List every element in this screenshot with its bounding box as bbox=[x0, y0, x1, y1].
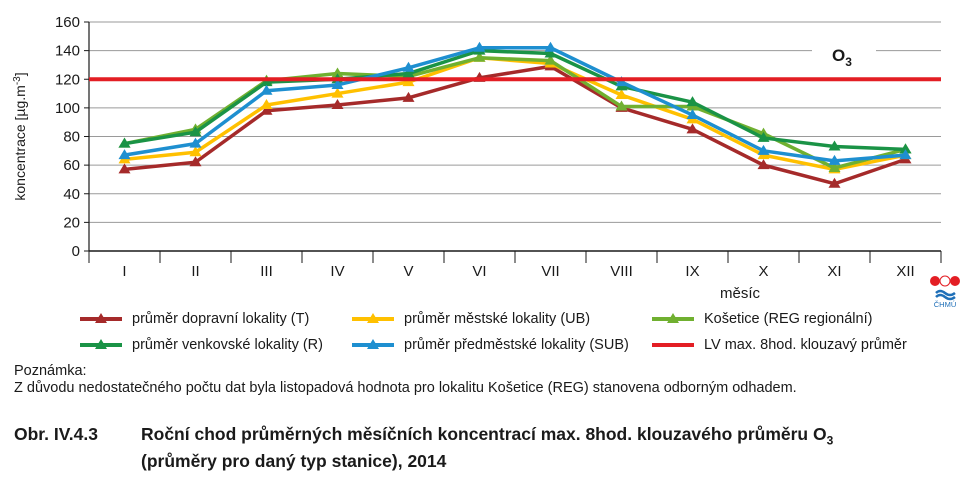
series-0-point-4 bbox=[402, 91, 415, 102]
series-4-point-9 bbox=[757, 144, 770, 155]
tick-label-x-IX: IX bbox=[685, 263, 699, 280]
series-3-point-9 bbox=[757, 131, 770, 142]
series-4-point-2 bbox=[260, 84, 273, 95]
series-0-point-8 bbox=[686, 123, 699, 134]
legend-label-ub: průměr městské lokality (UB) bbox=[404, 311, 591, 327]
legend-swatch-t bbox=[80, 313, 122, 323]
series-2-point-3 bbox=[331, 67, 344, 78]
series-3-point-8 bbox=[686, 96, 699, 107]
tick-label-x-X: X bbox=[758, 263, 768, 280]
series-4-point-6 bbox=[544, 41, 557, 52]
x-axis-label: měsíc bbox=[720, 285, 761, 302]
series-2-point-5 bbox=[473, 51, 486, 62]
tick-label-y-40: 40 bbox=[63, 186, 80, 203]
legend-item-lv: LV max. 8hod. klouzavý průměr bbox=[650, 337, 907, 353]
legend-swatch-lv bbox=[652, 343, 694, 347]
chart-note: Poznámka: Z důvodu nedostatečného počtu … bbox=[14, 363, 797, 397]
series-0-point-3 bbox=[331, 99, 344, 110]
series-1-point-7 bbox=[615, 88, 628, 99]
series-0-point-0 bbox=[118, 163, 131, 174]
series-0-point-9 bbox=[757, 159, 770, 170]
chart-series bbox=[89, 41, 941, 188]
chmu-logo-text: ČHMÚ bbox=[934, 300, 957, 309]
caption-line-1: Roční chod průměrných měsíčních koncentr… bbox=[141, 424, 833, 451]
legend-item-sub: průměr předměstské lokality (SUB) bbox=[350, 337, 629, 353]
tick-label-y-100: 100 bbox=[55, 100, 80, 117]
legend-swatch-r bbox=[80, 339, 122, 349]
series-2-point-6 bbox=[544, 54, 557, 65]
series-3-point-6 bbox=[544, 47, 557, 58]
legend-label-t: průměr dopravní lokality (T) bbox=[132, 311, 310, 327]
series-4-point-10 bbox=[828, 154, 841, 165]
tick-label-x-II: II bbox=[191, 263, 199, 280]
legend-item-t: průměr dopravní lokality (T) bbox=[78, 311, 309, 327]
tick-label-y-20: 20 bbox=[63, 214, 80, 231]
caption-prefix: Obr. IV.4.3 bbox=[14, 424, 98, 444]
series-0-point-1 bbox=[189, 156, 202, 167]
tick-label-x-I: I bbox=[122, 263, 126, 280]
series-3-point-4 bbox=[402, 67, 415, 78]
chmu-logo: ČHMÚ bbox=[926, 275, 966, 309]
legend-label-r: průměr venkovské lokality (R) bbox=[132, 337, 323, 353]
series-3-point-0 bbox=[118, 137, 131, 148]
legend-swatch-reg bbox=[652, 313, 694, 323]
note-text: Z důvodu nedostatečného počtu dat byla l… bbox=[14, 380, 797, 396]
caption-line-1-text: Roční chod průměrných měsíčních koncentr… bbox=[141, 424, 827, 444]
tick-label-y-60: 60 bbox=[63, 157, 80, 174]
tick-label-x-VI: VI bbox=[472, 263, 486, 280]
legend-label-reg: Košetice (REG regionální) bbox=[704, 311, 873, 327]
series-2-point-7 bbox=[615, 100, 628, 111]
series-3-point-1 bbox=[189, 126, 202, 137]
tick-label-x-III: III bbox=[260, 263, 273, 280]
series-4-point-8 bbox=[686, 109, 699, 120]
series-1-point-1 bbox=[189, 146, 202, 157]
series-line-2 bbox=[124, 56, 906, 170]
series-0-point-2 bbox=[260, 104, 273, 115]
series-4-point-0 bbox=[118, 149, 131, 160]
series-4-point-1 bbox=[189, 137, 202, 148]
legend-item-r: průměr venkovské lokality (R) bbox=[78, 337, 323, 353]
legend-item-reg: Košetice (REG regionální) bbox=[650, 311, 872, 327]
caption-line-1-sub: 3 bbox=[826, 433, 834, 448]
series-4-point-11 bbox=[899, 149, 912, 160]
chart-labels: měsíc koncentrace [µg.m-3] O3 bbox=[12, 40, 876, 302]
legend-label-sub: průměr předměstské lokality (SUB) bbox=[404, 337, 629, 353]
tick-label-x-XII: XII bbox=[896, 263, 914, 280]
legend-label-lv: LV max. 8hod. klouzavý průměr bbox=[704, 337, 907, 353]
series-1-point-2 bbox=[260, 99, 273, 110]
series-line-0 bbox=[124, 64, 907, 186]
series-3-point-11 bbox=[899, 143, 912, 154]
series-3-point-10 bbox=[828, 140, 841, 151]
legend-swatch-ub bbox=[352, 313, 394, 323]
y-axis-label: koncentrace [µg.m-3] bbox=[12, 72, 28, 200]
series-line-4 bbox=[124, 46, 906, 163]
tick-label-x-VIII: VIII bbox=[610, 263, 633, 280]
tick-label-y-0: 0 bbox=[72, 243, 80, 260]
series-4-point-3 bbox=[331, 78, 344, 89]
series-4-point-4 bbox=[402, 61, 415, 72]
caption-text: Roční chod průměrných měsíčních koncentr… bbox=[141, 424, 833, 471]
series-4-point-5 bbox=[473, 41, 486, 52]
series-0-point-10 bbox=[828, 177, 841, 188]
o3-series-label: O3 bbox=[832, 46, 852, 69]
tick-label-x-XI: XI bbox=[827, 263, 841, 280]
tick-label-y-160: 160 bbox=[55, 14, 80, 31]
legend-swatch-sub bbox=[352, 339, 394, 349]
caption-line-2: (průměry pro daný typ stanice), 2014 bbox=[141, 450, 447, 471]
tick-label-y-80: 80 bbox=[63, 129, 80, 146]
o3-label-bg bbox=[812, 40, 876, 68]
tick-label-x-IV: IV bbox=[330, 263, 344, 280]
note-label: Poznámka: bbox=[14, 363, 87, 379]
series-1-point-3 bbox=[331, 87, 344, 98]
series-line-3 bbox=[124, 48, 906, 152]
series-2-point-10 bbox=[828, 161, 841, 172]
tick-label-y-120: 120 bbox=[55, 71, 80, 88]
tick-label-x-VII: VII bbox=[541, 263, 559, 280]
tick-label-y-140: 140 bbox=[55, 43, 80, 60]
tick-label-x-V: V bbox=[403, 263, 413, 280]
legend-item-ub: průměr městské lokality (UB) bbox=[350, 311, 590, 327]
